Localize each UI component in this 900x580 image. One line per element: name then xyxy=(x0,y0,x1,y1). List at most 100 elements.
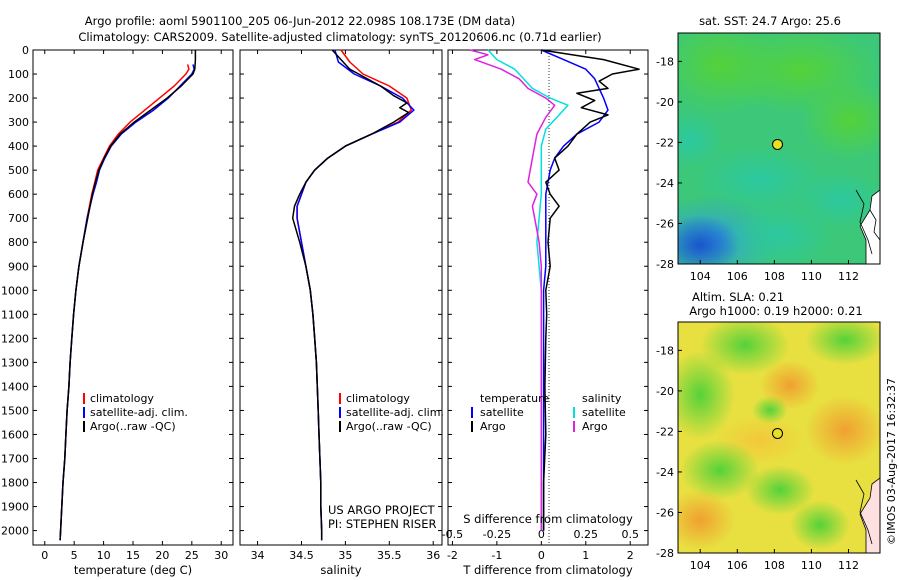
profile-line-3 xyxy=(470,49,556,531)
y-tick-label: 100 xyxy=(8,68,29,81)
y-tick-label: 500 xyxy=(8,164,29,177)
y-tick-label: 1600 xyxy=(1,428,29,441)
legend-label: satellite-adj. clim. xyxy=(346,406,444,419)
y-tick-label: 1000 xyxy=(1,284,29,297)
sla-map-title-line1: Altim. SLA: 0.21 xyxy=(692,290,784,304)
y-tick-label: 1300 xyxy=(1,356,29,369)
legend-label: satellite xyxy=(480,406,524,419)
project-annotation: US ARGO PROJECT xyxy=(328,503,436,517)
x-tick-label: 1 xyxy=(582,549,589,562)
y-tick-label: 200 xyxy=(8,92,29,105)
x-tick-label: 25 xyxy=(185,549,199,562)
difference-profiles xyxy=(470,49,640,531)
x-tick-label: 34 xyxy=(251,549,265,562)
profile-line-2 xyxy=(59,50,197,541)
x-tick-label: 0 xyxy=(41,549,48,562)
temperature-profiles xyxy=(59,50,197,541)
legend-heading: temperature xyxy=(480,392,549,405)
x-tick-label: -1 xyxy=(491,549,502,562)
profile-line-1 xyxy=(296,49,415,541)
map-x-tick-label: 106 xyxy=(727,559,748,572)
s-tick-label: -0.25 xyxy=(483,528,511,541)
sla-map-field xyxy=(678,322,880,553)
s-difference-label: S difference from climatology xyxy=(463,512,633,526)
y-tick-label: 0 xyxy=(22,44,29,57)
argo-location-marker-sla xyxy=(772,427,784,439)
map-y-tick-label: -28 xyxy=(656,258,674,271)
profile-line-1 xyxy=(541,49,640,531)
legend-label: climatology xyxy=(346,392,410,405)
y-tick-label: 2000 xyxy=(1,525,29,538)
pi-annotation: PI: STEPHEN RISER xyxy=(328,517,437,531)
y-tick-label: 1100 xyxy=(1,308,29,321)
x-tick-label: 15 xyxy=(126,549,140,562)
map-x-tick-label: 110 xyxy=(801,270,822,283)
salinity-x-label: salinity xyxy=(320,563,361,577)
legend-label: climatology xyxy=(90,392,154,405)
salinity-panel: 34 34.5 35 35.5 36 salinity climatologysatel… xyxy=(239,49,444,577)
map-y-tick-label: -26 xyxy=(656,217,674,230)
y-tick-label: 600 xyxy=(8,188,29,201)
legend-label: Argo(..raw -QC) xyxy=(90,420,176,433)
map-y-tick-label: -18 xyxy=(656,55,674,68)
profile-line-2 xyxy=(487,49,569,531)
y-tick-label: 800 xyxy=(8,236,29,249)
sla-map-panel: Altim. SLA: 0.21 Argo h1000: 0.19 h2000:… xyxy=(656,290,881,572)
y-tick-label: 1900 xyxy=(1,501,29,514)
map-y-tick-label: -20 xyxy=(656,385,674,398)
map-y-tick-label: -24 xyxy=(656,466,674,479)
profile-line-0 xyxy=(541,49,609,531)
imos-credit: ©IMOS 03-Aug-2017 16:32:37 xyxy=(885,378,898,545)
map-x-tick-label: 104 xyxy=(690,270,711,283)
y-tick-label: 700 xyxy=(8,212,29,225)
t-difference-label: T difference from climatology xyxy=(462,563,633,577)
map-y-tick-label: -22 xyxy=(656,425,674,438)
figure-title-line1: Argo profile: aoml 5901100_205 06-Jun-20… xyxy=(85,14,515,28)
temperature-x-label: temperature (deg C) xyxy=(74,563,192,577)
map-x-tick-label: 108 xyxy=(764,559,785,572)
profile-line-2 xyxy=(291,49,410,541)
legend-label: satellite-adj. clim. xyxy=(90,406,188,419)
y-tick-label: 900 xyxy=(8,260,29,273)
x-tick-label: 0 xyxy=(538,549,545,562)
y-tick-label: 300 xyxy=(8,116,29,129)
y-tick-label: 1200 xyxy=(1,332,29,345)
x-tick-label: 34.5 xyxy=(289,549,314,562)
sla-map-frame xyxy=(677,321,881,554)
temperature-x-axis: 0 5 10 15 20 25 30 xyxy=(41,50,228,562)
x-tick-label: 30 xyxy=(214,549,228,562)
salinity-depth-ticks xyxy=(240,49,442,532)
sst-map-panel: sat. SST: 24.7 Argo: 25.6 104 106 108 110 11… xyxy=(656,14,881,283)
y-tick-label: 1800 xyxy=(1,477,29,490)
legend-heading: salinity xyxy=(582,392,622,405)
y-tick-label: 1500 xyxy=(1,404,29,417)
map-y-tick-label: -28 xyxy=(656,547,674,560)
x-tick-label: 5 xyxy=(71,549,78,562)
map-y-tick-label: -24 xyxy=(656,177,674,190)
depth-axis: 0 100 200 300 400 500 600 700 800 900 1000 1100 1200… xyxy=(1,44,233,538)
difference-axes-frame xyxy=(447,49,649,546)
x-tick-label: 35 xyxy=(338,549,352,562)
profile-line-0 xyxy=(296,49,413,541)
map-x-tick-label: 112 xyxy=(838,270,859,283)
x-tick-label: 20 xyxy=(155,549,169,562)
map-y-tick-label: -20 xyxy=(656,96,674,109)
salinity-axes-frame xyxy=(239,49,443,546)
map-x-tick-label: 106 xyxy=(727,270,748,283)
difference-depth-ticks xyxy=(448,49,648,532)
figure-title-line2: Climatology: CARS2009. Satellite-adjuste… xyxy=(78,30,601,44)
profile-line-0 xyxy=(59,64,190,541)
map-y-tick-label: -26 xyxy=(656,506,674,519)
salinity-profiles xyxy=(291,49,415,541)
difference-x-axis: -2 -1 0 1 2 -0.5 -0.25 0 0.25 0.5 xyxy=(442,50,639,562)
x-tick-label: 2 xyxy=(627,549,634,562)
x-tick-label: -2 xyxy=(447,549,458,562)
difference-legend: temperaturesatelliteArgosalinitysatellit… xyxy=(471,392,626,433)
map-x-tick-label: 110 xyxy=(801,559,822,572)
y-tick-label: 400 xyxy=(8,140,29,153)
x-tick-label: 10 xyxy=(97,549,111,562)
profile-line-1 xyxy=(59,64,195,541)
x-tick-label: 36 xyxy=(426,549,440,562)
